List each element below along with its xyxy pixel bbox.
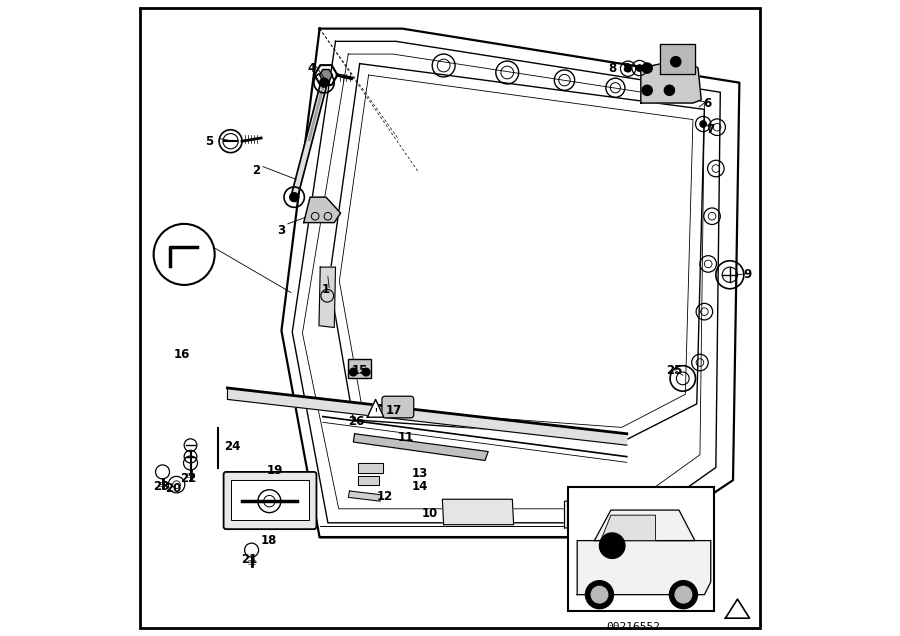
Circle shape	[362, 368, 370, 376]
Text: 11: 11	[398, 431, 414, 444]
Text: 12: 12	[377, 490, 393, 502]
Polygon shape	[443, 499, 514, 525]
Polygon shape	[600, 515, 655, 541]
Circle shape	[664, 85, 674, 95]
Bar	[568, 487, 714, 611]
Text: 7: 7	[706, 123, 715, 136]
Polygon shape	[725, 599, 750, 618]
Text: 5: 5	[205, 135, 213, 148]
FancyBboxPatch shape	[382, 396, 414, 418]
Text: 8: 8	[608, 62, 617, 75]
Text: 24: 24	[224, 440, 240, 453]
Circle shape	[675, 586, 692, 603]
Text: 18: 18	[261, 534, 277, 547]
Text: 13: 13	[411, 467, 428, 480]
Polygon shape	[319, 267, 336, 328]
Polygon shape	[320, 69, 332, 81]
Text: 00216552: 00216552	[607, 622, 661, 632]
Polygon shape	[358, 476, 379, 485]
Circle shape	[700, 121, 706, 127]
Text: 15: 15	[352, 364, 368, 377]
Polygon shape	[660, 44, 695, 74]
Circle shape	[642, 85, 652, 95]
Text: 9: 9	[743, 268, 752, 281]
Text: 23: 23	[153, 480, 169, 493]
Polygon shape	[577, 541, 711, 595]
Circle shape	[349, 368, 357, 376]
Circle shape	[670, 57, 681, 67]
Text: 10: 10	[421, 508, 437, 520]
Text: 8: 8	[623, 62, 631, 75]
Text: 2: 2	[253, 164, 261, 177]
Circle shape	[591, 586, 608, 603]
Text: 3: 3	[277, 224, 285, 237]
Text: !: !	[374, 408, 377, 413]
Polygon shape	[354, 434, 488, 460]
Text: 6: 6	[704, 97, 712, 109]
Text: 16: 16	[174, 349, 190, 361]
Text: 22: 22	[180, 472, 196, 485]
Text: 26: 26	[347, 415, 365, 427]
Polygon shape	[641, 59, 701, 103]
FancyBboxPatch shape	[223, 472, 317, 529]
Text: 4: 4	[307, 62, 316, 75]
Text: 19: 19	[267, 464, 284, 477]
Text: 17: 17	[386, 404, 402, 417]
Polygon shape	[348, 491, 382, 501]
Text: 25: 25	[666, 364, 682, 377]
Text: 20: 20	[166, 482, 182, 495]
Bar	[348, 359, 371, 378]
Circle shape	[625, 66, 631, 72]
Circle shape	[586, 581, 614, 609]
Polygon shape	[594, 510, 695, 541]
Circle shape	[599, 533, 625, 558]
Bar	[231, 480, 309, 520]
Polygon shape	[303, 197, 340, 223]
Polygon shape	[228, 388, 626, 445]
Circle shape	[320, 78, 328, 87]
Circle shape	[670, 581, 698, 609]
Circle shape	[290, 193, 299, 202]
Circle shape	[636, 65, 643, 71]
Text: 21: 21	[241, 553, 257, 566]
Polygon shape	[564, 501, 641, 528]
Text: 14: 14	[411, 480, 428, 493]
Circle shape	[642, 63, 652, 73]
Polygon shape	[358, 463, 383, 473]
Text: 1: 1	[322, 283, 330, 296]
Polygon shape	[367, 399, 384, 417]
